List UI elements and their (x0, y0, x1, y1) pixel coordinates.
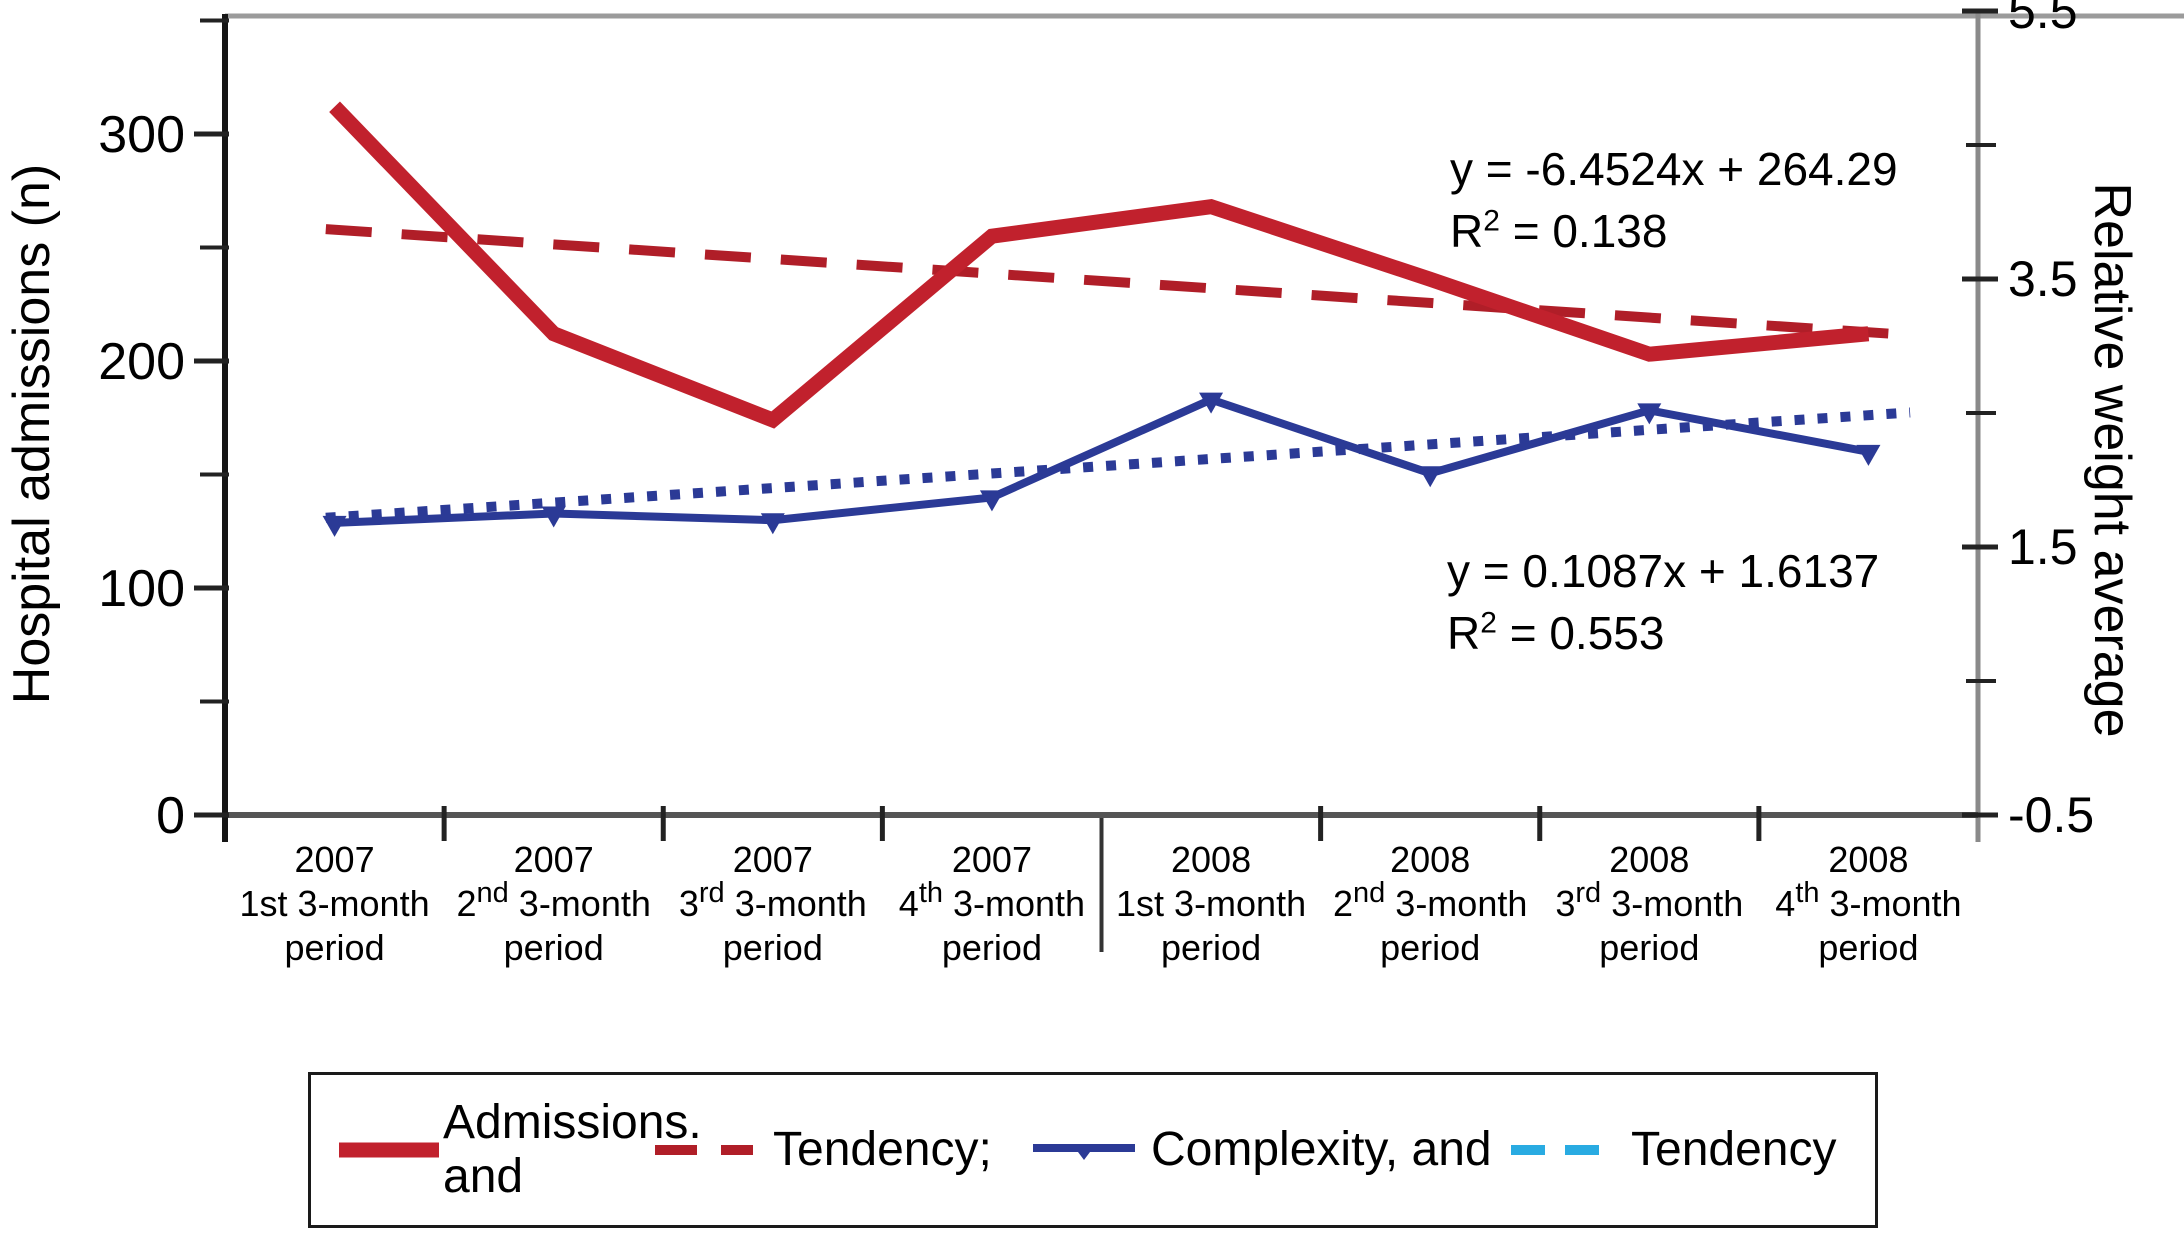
trend-equation-admissions: y = -6.4524x + 264.29 (1450, 143, 1898, 195)
x-label-period: period (1161, 927, 1261, 968)
admissions-line (329, 101, 1870, 429)
complexity-point-marker (1418, 466, 1443, 488)
thick-red-line-icon (339, 1142, 439, 1158)
legend-swatch-tendency-cyan (1509, 1075, 1607, 1225)
x-label-ordinal: 1st 3-month (1116, 883, 1306, 924)
x-label-year: 2008 (1609, 839, 1689, 880)
complexity-trendline (325, 407, 1911, 523)
x-label-ordinal: 1st 3-month (240, 883, 430, 924)
left-axis-tick-label: 100 (98, 560, 185, 618)
complexity-point-marker (322, 515, 347, 537)
right-axis-title: Relative weight average (2083, 182, 2141, 738)
right-axis-tick-label: 3.5 (2008, 251, 2078, 307)
right-axis-tick-label: 5.5 (2008, 0, 2078, 39)
legend-box: Admissions. and Tendency; Complexity, an… (308, 1072, 1878, 1228)
legend-label-tendency-cyan: Tendency (1631, 1123, 1837, 1176)
x-label-period: period (1818, 927, 1918, 968)
trend-annotation-complexity: y = 0.1087x + 1.6137 R2 = 0.553 (1447, 540, 1879, 664)
legend-label-line: Admissions. (443, 1096, 702, 1149)
right-axis-tick-label: 1.5 (2008, 519, 2078, 575)
complexity-point-marker (1199, 392, 1224, 414)
legend-label-tendency-red: Tendency; (773, 1123, 992, 1176)
complexity-point-marker (1856, 444, 1881, 466)
x-label-year: 2007 (952, 839, 1032, 880)
legend-swatch-admissions (337, 1075, 441, 1225)
trend-annotation-admissions: y = -6.4524x + 264.29 R2 = 0.138 (1450, 138, 1898, 262)
x-label-period: period (1599, 927, 1699, 968)
x-label-year: 2007 (295, 839, 375, 880)
x-label-year: 2007 (514, 839, 594, 880)
x-label-ordinal: 3rd 3-month (1555, 877, 1743, 924)
complexity-point-marker (760, 513, 785, 535)
legend-swatch-tendency-red (653, 1075, 755, 1225)
x-label-period: period (1380, 927, 1480, 968)
red-dashed-line-icon (655, 1145, 753, 1155)
left-axis-tick-label: 200 (98, 333, 185, 391)
trend-equation-complexity: y = 0.1087x + 1.6137 (1447, 545, 1880, 597)
x-label-period: period (723, 927, 823, 968)
legend-swatch-complexity (1031, 1075, 1137, 1225)
x-label-year: 2008 (1390, 839, 1470, 880)
x-label-ordinal: 4th 3-month (1775, 877, 1961, 924)
complexity-point-marker (1637, 403, 1662, 425)
trend-r2-admissions: R2 = 0.138 (1450, 204, 1668, 257)
trend-r2-complexity: R2 = 0.553 (1447, 606, 1665, 659)
x-label-ordinal: 2nd 3-month (457, 877, 651, 924)
left-axis-tick-label: 0 (156, 787, 185, 845)
left-axis-tick-label: 300 (98, 106, 185, 164)
x-label-period: period (285, 927, 385, 968)
complexity-point-marker (541, 506, 566, 528)
blue-line-marker-icon (1033, 1144, 1135, 1160)
legend-label-line: and (443, 1150, 524, 1203)
x-label-ordinal: 3rd 3-month (679, 877, 867, 924)
x-label-year: 2007 (733, 839, 813, 880)
legend-label-complexity: Complexity, and (1151, 1123, 1492, 1176)
x-label-ordinal: 4th 3-month (899, 877, 1085, 924)
legend-label-admissions: Admissions. and (443, 1075, 702, 1225)
x-label-period: period (504, 927, 604, 968)
x-label-year: 2008 (1828, 839, 1908, 880)
x-label-period: period (942, 927, 1042, 968)
x-label-ordinal: 2nd 3-month (1333, 877, 1527, 924)
admissions-trendline (325, 224, 1911, 341)
right-axis-tick-label: -0.5 (2008, 787, 2094, 843)
complexity-line (334, 395, 1870, 527)
cyan-dashed-line-icon (1511, 1145, 1605, 1155)
complexity-point-marker (979, 490, 1004, 512)
x-label-year: 2008 (1171, 839, 1251, 880)
left-axis-title: Hospital admissions (n) (3, 163, 61, 705)
